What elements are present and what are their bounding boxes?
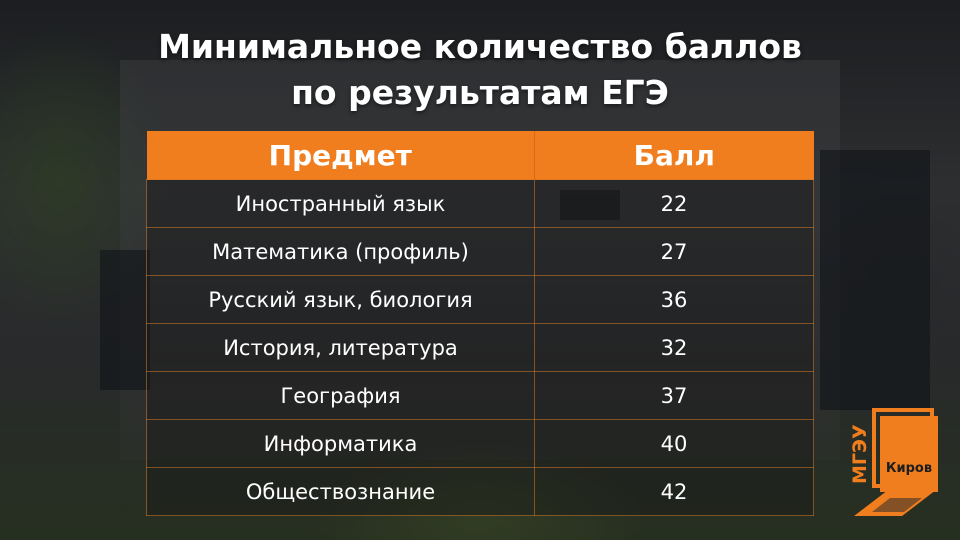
- row-subject: Математика (профиль): [146, 227, 535, 276]
- row-score: 37: [534, 371, 814, 420]
- row-score: 22: [534, 179, 814, 228]
- table-row: История, литература 32: [146, 323, 814, 372]
- row-score: 27: [534, 227, 814, 276]
- row-score: 42: [534, 467, 814, 516]
- row-subject: История, литература: [146, 323, 535, 372]
- row-subject: География: [146, 371, 535, 420]
- row-subject: Иностранный язык: [146, 179, 535, 228]
- table-row: Иностранный язык 22: [146, 179, 814, 228]
- table-row: Русский язык, биология 36: [146, 275, 814, 324]
- mgeu-logo: МГЭУ Киров: [850, 408, 938, 516]
- header-subject: Предмет: [146, 131, 535, 180]
- page-title-line-1: Минимальное количество баллов: [158, 27, 802, 66]
- row-subject: Русский язык, биология: [146, 275, 535, 324]
- table-header-row: Предмет Балл: [146, 131, 814, 180]
- background-window: [820, 150, 930, 410]
- background-window: [100, 250, 150, 390]
- page-title-line-2: по результатам ЕГЭ: [291, 73, 669, 112]
- table-row: География 37: [146, 371, 814, 420]
- row-score: 32: [534, 323, 814, 372]
- scores-table: Предмет Балл Иностранный язык 22 Математ…: [146, 131, 814, 516]
- logo-city: Киров: [886, 461, 932, 476]
- logo-name: МГЭУ: [850, 424, 871, 484]
- row-subject: Информатика: [146, 419, 535, 468]
- table-row: Информатика 40: [146, 419, 814, 468]
- page-title: Минимальное количество баллов по результ…: [0, 24, 960, 116]
- row-subject: Обществознание: [146, 467, 535, 516]
- table-row: Математика (профиль) 27: [146, 227, 814, 276]
- row-score: 36: [534, 275, 814, 324]
- header-score: Балл: [534, 131, 814, 180]
- row-score: 40: [534, 419, 814, 468]
- table-row: Обществознание 42: [146, 467, 814, 516]
